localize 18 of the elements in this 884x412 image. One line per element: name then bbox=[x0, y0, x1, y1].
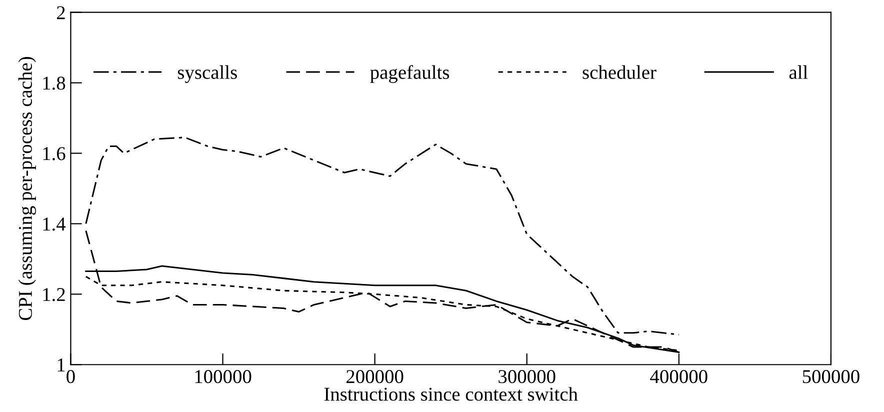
legend-label: all bbox=[789, 65, 808, 79]
x-tick-label: 500000 bbox=[802, 370, 860, 384]
legend-label: pagefaults bbox=[370, 65, 450, 83]
legend-label: syscalls bbox=[178, 65, 237, 83]
y-axis-title: CPI (assuming per-process cache) bbox=[18, 56, 36, 320]
x-axis-title: Instructions since context switch bbox=[324, 387, 578, 401]
x-tick-label: 100000 bbox=[195, 370, 252, 384]
x-tick-label: 0 bbox=[66, 370, 75, 384]
y-tick-label: 1.8 bbox=[43, 76, 66, 90]
y-tick-label: 1 bbox=[58, 358, 65, 372]
y-tick-label: 1.6 bbox=[43, 147, 66, 160]
x-tick-label: 400000 bbox=[650, 370, 708, 384]
y-tick-label: 1.2 bbox=[43, 288, 65, 302]
legend-label: scheduler bbox=[582, 65, 656, 79]
y-tick-label: 2 bbox=[56, 6, 65, 20]
x-tick-label: 200000 bbox=[346, 370, 404, 384]
x-tick-label: 300000 bbox=[498, 370, 556, 384]
y-tick-label: 1.4 bbox=[43, 218, 66, 231]
